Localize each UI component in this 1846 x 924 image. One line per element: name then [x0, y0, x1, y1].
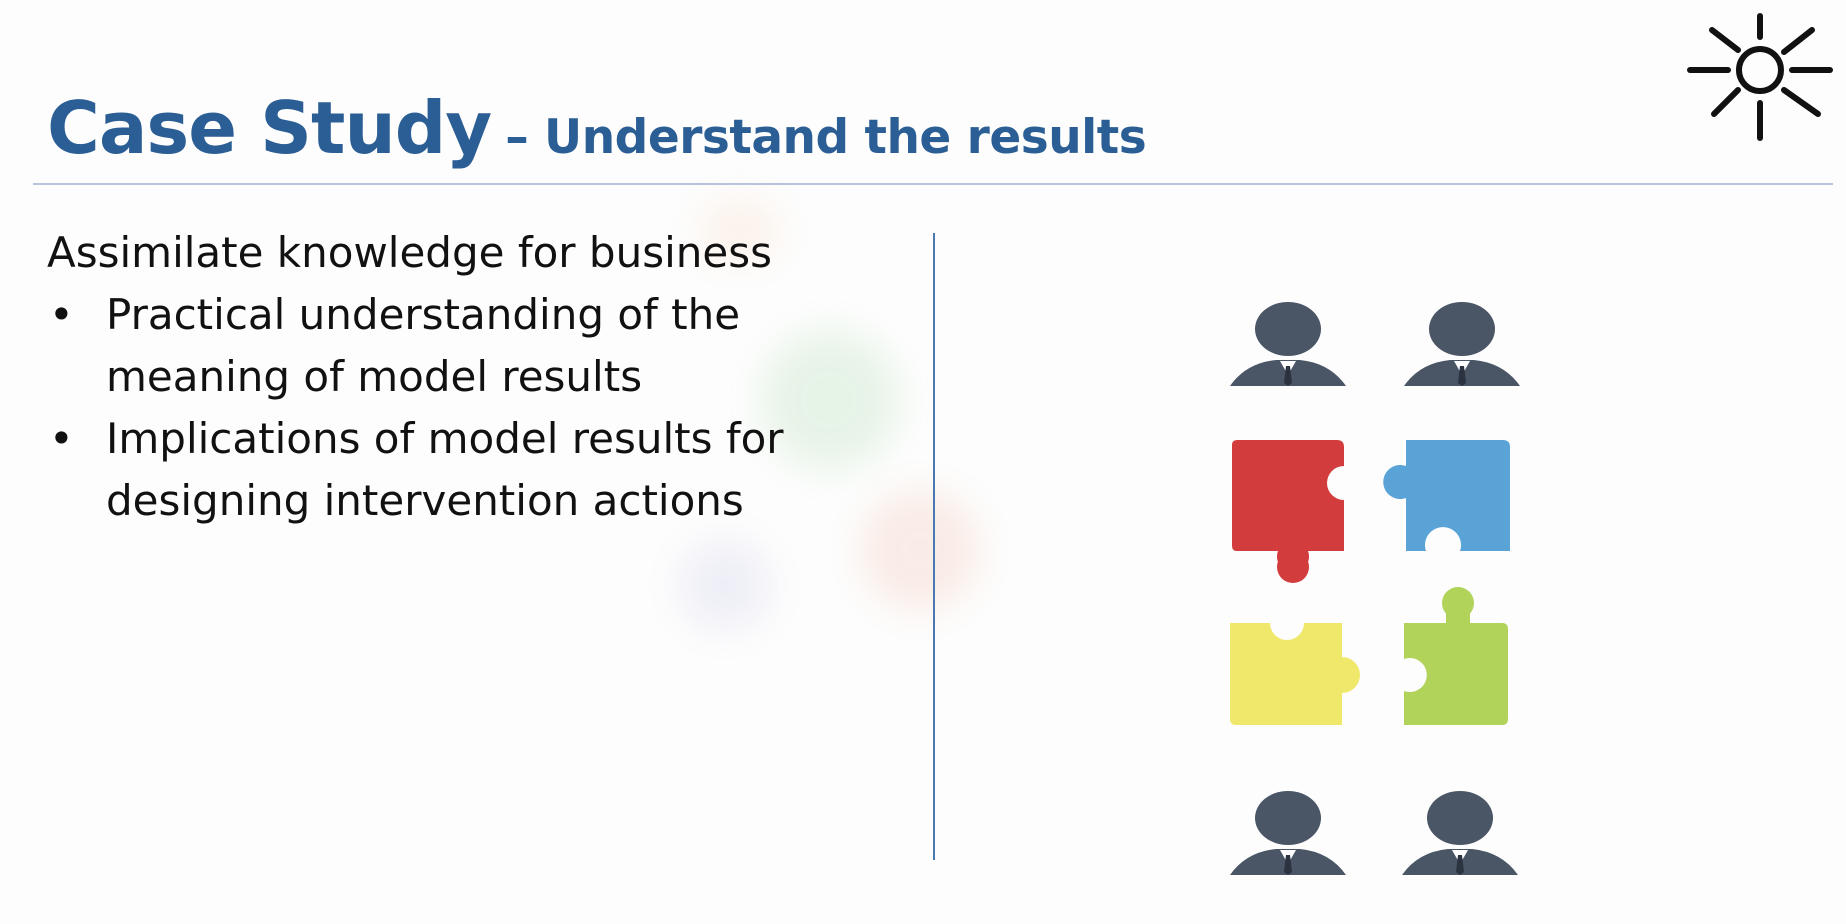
title-main: Case Study — [47, 86, 492, 170]
background-blob — [700, 200, 780, 260]
bullet-list: • Practical understanding of the meaning… — [47, 284, 907, 532]
background-blob — [860, 490, 980, 610]
bullet-item: • Implications of model results for desi… — [47, 408, 907, 532]
title-subtitle: – Understand the results — [505, 110, 1147, 165]
bullet-line: Implications of model results for — [106, 414, 784, 463]
background-blob — [680, 540, 770, 630]
businessperson-icon — [1230, 791, 1346, 875]
puzzle-piece-icon — [1404, 587, 1508, 725]
column-divider — [933, 233, 935, 860]
businessperson-icon — [1230, 302, 1346, 386]
bullet-line: designing intervention actions — [106, 476, 744, 525]
page-title: Case Study – Understand the results — [47, 92, 1147, 165]
sun-icon — [1684, 8, 1836, 146]
bullet-marker: • — [49, 290, 74, 339]
puzzle-piece-icon — [1232, 440, 1344, 583]
bullet-marker: • — [49, 414, 74, 463]
bullet-line: meaning of model results — [106, 352, 643, 401]
lead-text: Assimilate knowledge for business — [47, 228, 772, 277]
puzzle-piece-icon — [1383, 440, 1510, 551]
teamwork-illustration — [1220, 285, 1550, 885]
background-blob — [760, 330, 900, 470]
bullet-line: Practical understanding of the — [106, 290, 741, 339]
title-underline — [33, 183, 1833, 185]
bullet-item: • Practical understanding of the meaning… — [47, 284, 907, 408]
businessperson-icon — [1404, 302, 1520, 386]
puzzle-piece-icon — [1230, 623, 1360, 725]
businessperson-icon — [1402, 791, 1518, 875]
body-text: Assimilate knowledge for business • Prac… — [47, 222, 907, 532]
